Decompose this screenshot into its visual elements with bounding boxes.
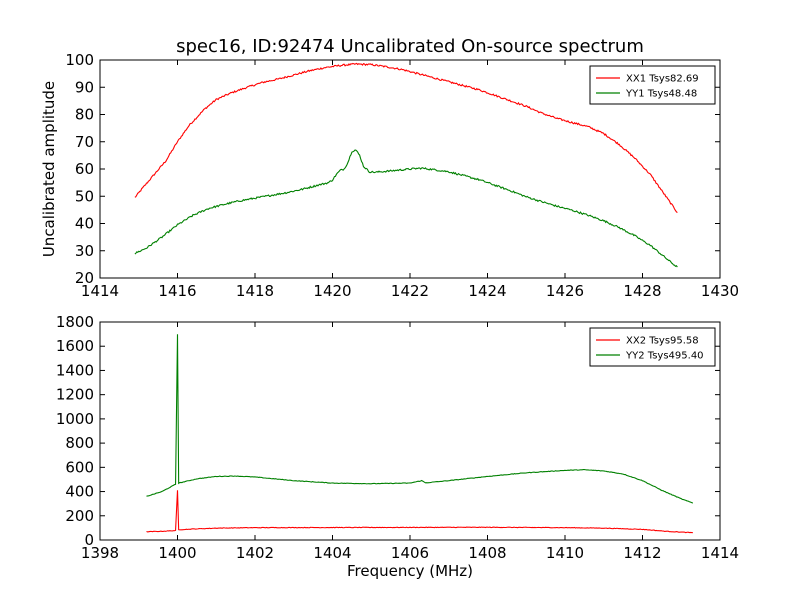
x-tick-label: 1408 — [468, 544, 506, 562]
legend-label: XX2 Tsys95.58 — [626, 336, 699, 347]
y-tick-label: 600 — [65, 458, 94, 476]
y-tick-label: 70 — [75, 133, 94, 151]
x-tick-label: 1404 — [313, 544, 351, 562]
y-tick-label: 30 — [75, 242, 94, 260]
x-tick-label: 1398 — [81, 544, 119, 562]
x-tick-label: 1410 — [546, 544, 584, 562]
bottom-spectrum-panel: 1398 1400 1402 1404 1406 1408 1410 1412 1414 0 200… — [56, 313, 739, 580]
y-tick-label: 40 — [75, 215, 94, 233]
x-tick-label: 1412 — [623, 544, 661, 562]
y-tick-label: 0 — [84, 531, 94, 549]
y-tick-label: 400 — [65, 483, 94, 501]
y-tick-label: 90 — [75, 78, 94, 96]
x-tick-label: 1414 — [701, 544, 739, 562]
legend-label: YY1 Tsys48.48 — [625, 89, 697, 100]
x-tick-label: 1420 — [313, 282, 351, 300]
y-tick-label: 80 — [75, 106, 94, 124]
y-tick-label: 1400 — [56, 361, 94, 379]
y-tick-label: 200 — [65, 507, 94, 525]
y-tick-label: 1000 — [56, 410, 94, 428]
series-line-yy2 — [146, 334, 694, 504]
x-tick-label: 1414 — [81, 282, 119, 300]
x-tick-label: 1426 — [546, 282, 584, 300]
x-tick-label: 1424 — [468, 282, 506, 300]
x-axis-label: Frequency (MHz) — [347, 562, 473, 580]
legend: XX2 Tsys95.58 YY2 Tsys495.40 — [589, 327, 716, 367]
x-tick-label: 1400 — [158, 544, 196, 562]
series-line-xx1 — [134, 62, 678, 214]
y-tick-label: 20 — [75, 269, 94, 287]
series-line-yy1 — [134, 149, 678, 268]
x-tick-label: 1416 — [158, 282, 196, 300]
x-tick-label: 1428 — [623, 282, 661, 300]
y-tick-label: 800 — [65, 434, 94, 452]
y-tick-label: 1200 — [56, 386, 94, 404]
legend-label: XX1 Tsys82.69 — [626, 74, 699, 85]
x-tick-label: 1402 — [236, 544, 274, 562]
y-tick-label: 50 — [75, 187, 94, 205]
top-spectrum-panel: 1414 1416 1418 1420 1422 1424 1426 1428 1430 20 30… — [40, 51, 739, 300]
y-tick-label: 1600 — [56, 337, 94, 355]
y-axis-label: Uncalibrated amplitude — [40, 81, 58, 257]
y-tick-label: 60 — [75, 160, 94, 178]
chart-title: spec16, ID:92474 Uncalibrated On-source … — [176, 36, 644, 57]
x-tick-label: 1430 — [701, 282, 739, 300]
legend-label: YY2 Tsys495.40 — [625, 351, 704, 362]
legend: XX1 Tsys82.69 YY1 Tsys48.48 — [589, 65, 716, 105]
y-tick-label: 1800 — [56, 313, 94, 331]
y-tick-label: 100 — [65, 51, 94, 69]
x-tick-label: 1418 — [236, 282, 274, 300]
series-line-xx2 — [146, 490, 693, 534]
x-tick-label: 1406 — [391, 544, 429, 562]
x-tick-label: 1422 — [391, 282, 429, 300]
